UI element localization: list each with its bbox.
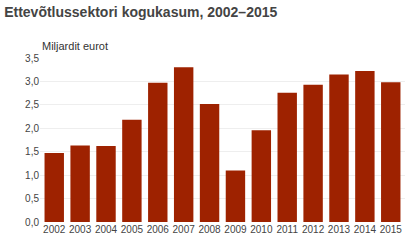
svg-text:2012: 2012 [302,224,325,235]
svg-text:2015: 2015 [380,224,403,235]
svg-text:1,5: 1,5 [25,146,39,157]
svg-text:2008: 2008 [198,224,221,235]
svg-text:2005: 2005 [121,224,144,235]
svg-text:2004: 2004 [95,224,118,235]
svg-text:Miljardit eurot: Miljardit eurot [42,40,108,52]
svg-text:2014: 2014 [354,224,377,235]
svg-text:Ettevõtlussektori kogukasum, 2: Ettevõtlussektori kogukasum, 2002–2015 [4,4,277,20]
svg-text:0,5: 0,5 [25,193,39,204]
svg-text:2009: 2009 [224,224,247,235]
svg-text:2,0: 2,0 [25,123,39,134]
svg-text:2006: 2006 [147,224,170,235]
svg-text:3,0: 3,0 [25,76,39,87]
svg-text:2003: 2003 [69,224,92,235]
svg-text:2002: 2002 [43,224,66,235]
svg-text:2010: 2010 [250,224,273,235]
svg-text:2007: 2007 [173,224,196,235]
svg-text:2011: 2011 [276,224,298,235]
svg-text:1,0: 1,0 [25,170,39,181]
svg-text:3,5: 3,5 [25,53,39,64]
svg-text:0,0: 0,0 [25,217,39,228]
svg-text:2,5: 2,5 [25,99,39,110]
svg-text:2013: 2013 [328,224,351,235]
